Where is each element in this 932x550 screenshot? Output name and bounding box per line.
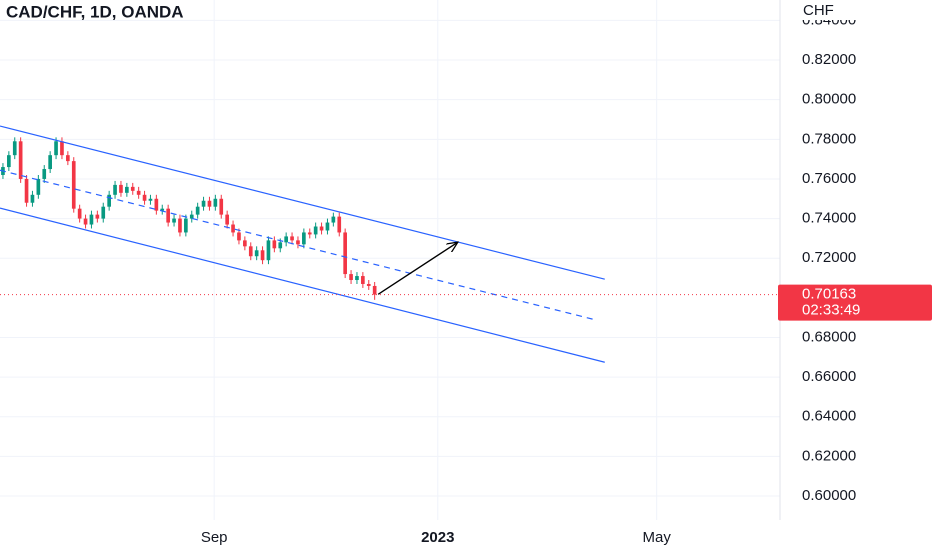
candle-body bbox=[243, 240, 247, 247]
trend-line bbox=[0, 207, 605, 363]
y-tick-label: 0.68000 bbox=[802, 328, 856, 345]
candle-body bbox=[48, 155, 52, 170]
candle-body bbox=[290, 236, 294, 241]
candle-body bbox=[319, 226, 324, 231]
candle-body bbox=[195, 206, 200, 215]
candle-body bbox=[107, 194, 111, 207]
x-tick-label: 2023 bbox=[421, 529, 454, 546]
candle-body bbox=[172, 218, 176, 223]
candle-body bbox=[313, 226, 318, 235]
candle-body bbox=[254, 250, 259, 257]
candle-body bbox=[148, 198, 153, 201]
candle-body bbox=[160, 208, 165, 211]
candle-body bbox=[7, 155, 11, 168]
candle-body bbox=[184, 218, 188, 233]
candle-body bbox=[136, 190, 141, 195]
candle-body bbox=[42, 169, 47, 179]
candle-body bbox=[248, 246, 253, 257]
candle-body bbox=[372, 285, 377, 295]
candle-body bbox=[142, 194, 147, 201]
y-tick-label: 0.76000 bbox=[802, 170, 856, 187]
candle-body bbox=[260, 250, 265, 261]
candle-body bbox=[361, 276, 365, 284]
y-tick-label: 0.60000 bbox=[802, 487, 856, 504]
candle-body bbox=[201, 200, 206, 207]
candle-body bbox=[355, 276, 359, 281]
candle-body bbox=[213, 198, 218, 207]
candle-body bbox=[36, 178, 41, 195]
candle-body bbox=[30, 194, 35, 203]
candle-body bbox=[325, 222, 330, 231]
candle-body bbox=[337, 216, 342, 233]
countdown: 02:33:49 bbox=[802, 302, 860, 319]
candle-body bbox=[66, 155, 70, 162]
candle-body bbox=[272, 240, 277, 249]
candle-body bbox=[166, 208, 170, 223]
arrow bbox=[377, 242, 458, 295]
candle-body bbox=[231, 224, 235, 233]
y-tick-label: 0.64000 bbox=[802, 408, 856, 425]
candle-body bbox=[54, 141, 58, 156]
last-price-label: 0.70163 bbox=[802, 286, 856, 303]
candle-body bbox=[225, 214, 229, 225]
candle-body bbox=[18, 141, 23, 179]
candle-body bbox=[125, 186, 129, 193]
candle-body bbox=[284, 236, 288, 243]
candle-body bbox=[266, 240, 271, 261]
candle-body bbox=[366, 283, 371, 286]
y-tick-label: 0.82000 bbox=[802, 51, 856, 68]
candle-body bbox=[24, 178, 29, 203]
candle-body bbox=[119, 184, 123, 193]
y-tick-label: 0.74000 bbox=[802, 210, 856, 227]
candle-body bbox=[302, 232, 306, 245]
y-tick-label: 0.80000 bbox=[802, 91, 856, 108]
candle-body bbox=[349, 274, 353, 281]
candle-body bbox=[343, 232, 347, 275]
last-price-tag bbox=[778, 284, 932, 321]
candle-body bbox=[178, 218, 182, 233]
trend-line bbox=[0, 125, 605, 280]
unit-bg bbox=[796, 2, 856, 20]
candle-body bbox=[189, 214, 194, 219]
y-axis-label: CHF bbox=[803, 2, 834, 19]
candle-body bbox=[83, 218, 88, 225]
candle-body bbox=[296, 240, 300, 245]
candle-body bbox=[207, 200, 212, 207]
y-tick-label: 0.72000 bbox=[802, 249, 856, 266]
chart-title: CAD/CHF, 1D, OANDA bbox=[6, 2, 184, 21]
candle-body bbox=[113, 184, 117, 195]
candle-body bbox=[60, 141, 64, 156]
candle-body bbox=[331, 216, 336, 223]
candle-body bbox=[71, 161, 76, 209]
candle-body bbox=[89, 214, 94, 225]
candle-body bbox=[12, 141, 17, 156]
candle-body bbox=[307, 232, 312, 235]
y-tick-label: 0.62000 bbox=[802, 447, 856, 464]
y-tick-label: 0.66000 bbox=[802, 368, 856, 385]
x-tick-label: Sep bbox=[201, 529, 228, 546]
candle-body bbox=[130, 186, 135, 191]
x-tick-label: May bbox=[643, 529, 672, 546]
candle-body bbox=[77, 208, 82, 219]
candle-body bbox=[95, 214, 100, 219]
candle-body bbox=[237, 232, 241, 241]
candle-body bbox=[154, 198, 159, 211]
candle-body bbox=[219, 198, 224, 215]
trend-line bbox=[0, 169, 598, 321]
y-tick-label: 0.78000 bbox=[802, 130, 856, 147]
candle-body bbox=[278, 242, 283, 249]
candle-body bbox=[101, 206, 106, 219]
